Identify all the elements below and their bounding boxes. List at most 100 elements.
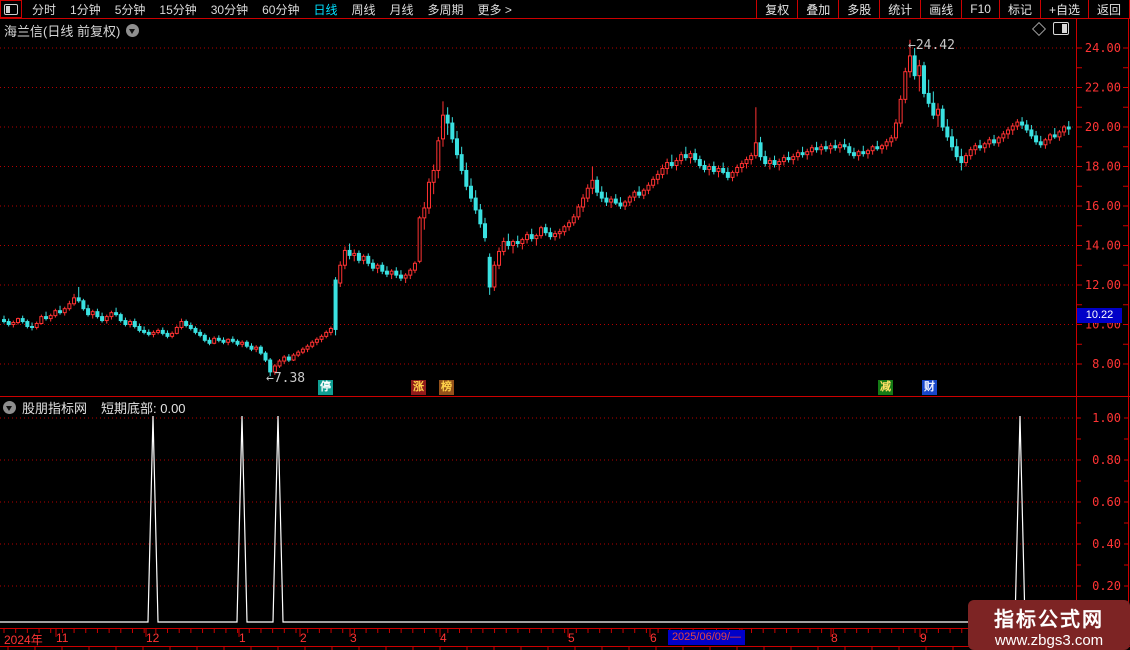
candle-down	[258, 346, 263, 354]
indicator-axis-label: 0.40	[1092, 537, 1121, 551]
candle-down	[469, 185, 473, 199]
candle-up	[576, 206, 581, 218]
price-axis-label: 18.00	[1085, 160, 1121, 174]
indicator-name-value: 短期底部: 0.00	[101, 401, 186, 416]
candle-down	[286, 356, 291, 361]
event-badge[interactable]: 榜	[439, 380, 454, 395]
candle-up	[889, 137, 894, 143]
price-axis-label: 24.00	[1085, 41, 1121, 55]
add-watchlist-button[interactable]: +自选	[1039, 0, 1088, 18]
indicator-chevron-icon[interactable]	[3, 401, 16, 414]
price-axis-label: 14.00	[1085, 239, 1121, 253]
tab-weekly[interactable]: 周线	[351, 2, 376, 17]
tab-daily[interactable]: 日线	[313, 2, 338, 17]
candle-down	[356, 252, 361, 261]
overlay-button[interactable]: 叠加	[797, 0, 838, 18]
candle-up	[361, 255, 366, 261]
candle-down	[847, 146, 852, 154]
price-annotation: ←24.42	[908, 38, 955, 53]
candle-up	[417, 217, 422, 262]
event-badge[interactable]: 减	[878, 380, 893, 395]
candle-down	[515, 241, 520, 245]
candle-down	[230, 338, 235, 342]
event-badge[interactable]: 财	[922, 380, 937, 395]
candle-down	[450, 122, 455, 140]
candle-down	[370, 262, 375, 269]
adjust-button[interactable]: 复权	[756, 0, 797, 18]
candle-down	[207, 339, 212, 344]
candle-up	[571, 216, 576, 224]
candle-up	[1057, 131, 1062, 138]
tab-60min[interactable]: 60分钟	[262, 2, 300, 17]
candle-down	[1020, 121, 1025, 126]
mark-button[interactable]: 标记	[998, 0, 1040, 18]
candle-up	[996, 137, 1001, 144]
chevron-down-icon[interactable]	[126, 24, 140, 37]
candle-down	[842, 144, 847, 148]
candle-up	[917, 65, 922, 77]
candle-down	[814, 147, 819, 151]
statistics-button[interactable]: 统计	[879, 0, 920, 18]
tab-30min[interactable]: 30分钟	[210, 2, 249, 17]
candle-up	[352, 252, 357, 256]
tab-monthly[interactable]: 月线	[389, 2, 414, 17]
candle-up	[389, 270, 394, 275]
candle-up	[1062, 126, 1067, 133]
multi-stock-button[interactable]: 多股	[838, 0, 879, 18]
date-axis-label: 12	[146, 631, 160, 645]
indicator-axis-label: 0.80	[1092, 453, 1121, 467]
date-axis-label: 6	[650, 631, 657, 645]
date-axis-label: 1	[239, 631, 246, 645]
candle-up	[707, 166, 712, 170]
candle-up	[342, 249, 347, 266]
back-button[interactable]: 返回	[1087, 0, 1130, 18]
candle-down	[244, 341, 249, 347]
split-layout-icon	[4, 3, 18, 15]
f10-button[interactable]: F10	[961, 0, 999, 18]
site-watermark: 指标公式网 www.zbgs3.com	[968, 600, 1130, 650]
candle-down	[912, 55, 917, 77]
candle-down	[464, 169, 469, 187]
candle-down	[1024, 124, 1029, 131]
tab-multi-period[interactable]: 多周期	[427, 2, 464, 17]
candle-down	[2, 319, 6, 323]
event-badge[interactable]: 涨	[411, 380, 426, 395]
layout-button[interactable]	[0, 0, 22, 18]
chart-title-row: 海兰信(日线 前复权)	[4, 21, 140, 40]
split-screen-icon[interactable]	[1053, 22, 1069, 35]
diamond-icon[interactable]	[1031, 21, 1047, 36]
candle-up	[973, 145, 978, 151]
candle-up	[879, 145, 884, 150]
candle-down	[6, 321, 11, 326]
candle-up	[646, 184, 651, 191]
price-annotation: ←7.38	[266, 371, 305, 386]
candle-down	[543, 227, 548, 234]
candle-up	[319, 335, 324, 340]
candle-down	[384, 270, 389, 275]
candle-up	[422, 207, 427, 219]
candle-down	[772, 160, 777, 166]
candle-down	[921, 65, 926, 94]
tab-timeshare[interactable]: 分时	[32, 2, 57, 17]
tab-more[interactable]: 更多 >	[477, 2, 512, 17]
candle-down	[95, 311, 100, 318]
candle-down	[44, 316, 49, 320]
candle-down	[198, 331, 203, 336]
candle-down	[58, 310, 63, 314]
candle-up	[338, 264, 343, 284]
candle-down	[1066, 126, 1071, 130]
tab-15min[interactable]: 15分钟	[159, 2, 197, 17]
candle-up	[240, 341, 245, 345]
price-axis-label: 22.00	[1085, 81, 1121, 95]
candle-up	[590, 179, 595, 189]
draw-line-button[interactable]: 画线	[920, 0, 961, 18]
tab-1min[interactable]: 1分钟	[70, 2, 101, 17]
candle-up	[655, 173, 660, 180]
candle-down	[193, 327, 198, 333]
event-badge[interactable]: 停	[318, 380, 333, 395]
candle-down	[235, 340, 240, 345]
candle-up	[48, 315, 53, 320]
tab-5min[interactable]: 5分钟	[114, 2, 146, 17]
candle-down	[992, 139, 997, 144]
